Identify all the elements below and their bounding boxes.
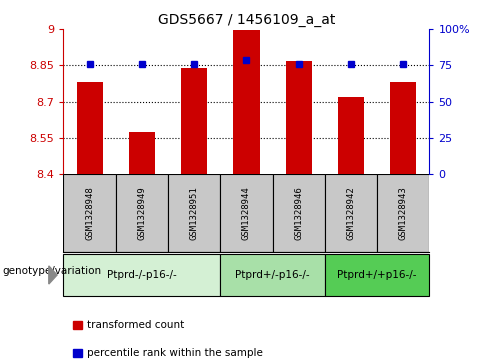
Text: GSM1328946: GSM1328946: [294, 186, 303, 240]
Bar: [233, 30, 260, 174]
Text: GSM1328943: GSM1328943: [399, 186, 408, 240]
Text: GSM1328944: GSM1328944: [242, 186, 251, 240]
Text: GSM1328949: GSM1328949: [137, 186, 146, 240]
Title: GDS5667 / 1456109_a_at: GDS5667 / 1456109_a_at: [158, 13, 335, 26]
Text: Ptprd+/+p16-/-: Ptprd+/+p16-/-: [337, 270, 417, 280]
Bar: [63, 174, 116, 252]
Bar: [181, 68, 207, 174]
Bar: [116, 174, 168, 252]
Bar: [285, 61, 312, 174]
Text: GSM1328942: GSM1328942: [346, 186, 356, 240]
Bar: [63, 254, 220, 296]
Bar: [220, 174, 273, 252]
Text: transformed count: transformed count: [87, 321, 184, 330]
Text: genotype/variation: genotype/variation: [2, 266, 102, 276]
Text: Ptprd+/-p16-/-: Ptprd+/-p16-/-: [235, 270, 310, 280]
Bar: [129, 132, 155, 174]
Bar: [377, 174, 429, 252]
Text: GSM1328948: GSM1328948: [85, 186, 94, 240]
Bar: [325, 254, 429, 296]
Bar: [273, 174, 325, 252]
Text: GSM1328951: GSM1328951: [190, 186, 199, 240]
Bar: [338, 97, 364, 174]
Bar: [168, 174, 220, 252]
Bar: [390, 82, 416, 174]
Text: Ptprd-/-p16-/-: Ptprd-/-p16-/-: [107, 270, 177, 280]
Bar: [220, 254, 325, 296]
Bar: [77, 82, 102, 174]
Text: percentile rank within the sample: percentile rank within the sample: [87, 348, 263, 358]
Bar: [325, 174, 377, 252]
